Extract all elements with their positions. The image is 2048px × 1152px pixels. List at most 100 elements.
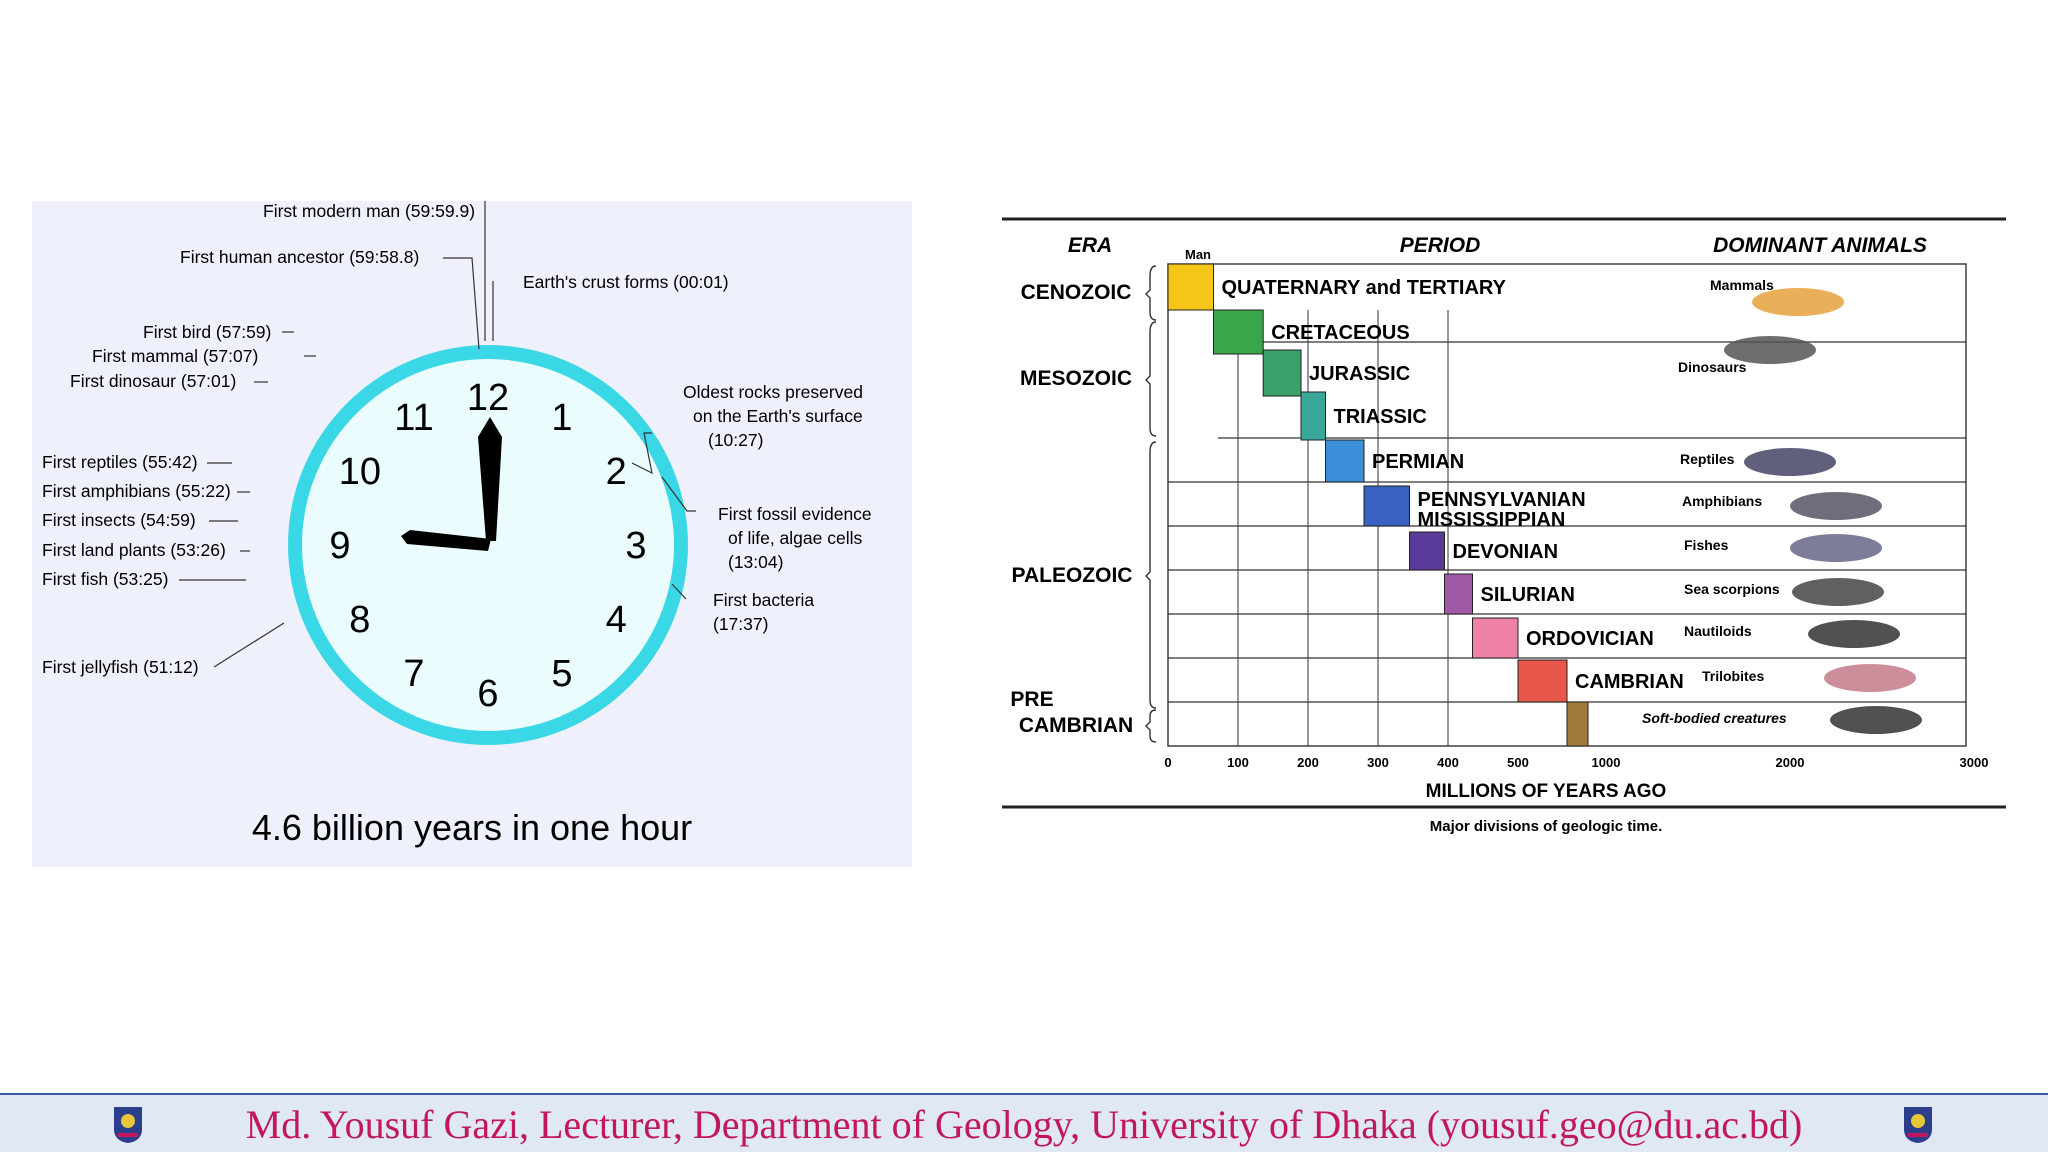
clock-numeral-5: 5: [551, 653, 572, 695]
animal-label-nautiloids: Nautiloids: [1684, 623, 1752, 639]
animal-silhouette: [1792, 578, 1884, 606]
event-first-reptiles: First reptiles (55:42): [42, 452, 198, 472]
geologic-clock-panel: 12 1 2 3 4 5 6 7 8 9 10 11 First modern man (59:59.…: [32, 201, 912, 867]
animal-label-soft-bodied-creatures: Soft-bodied creatures: [1642, 710, 1787, 726]
animal-silhouette: [1744, 448, 1836, 476]
footer-bar: Md. Yousuf Gazi, Lecturer, Department of…: [0, 1093, 2048, 1152]
period-bar-triassic: [1300, 391, 1326, 441]
university-seal-icon-right: [1904, 1107, 1932, 1143]
period-bar-cambrian: [1517, 659, 1568, 703]
clock-numeral-7: 7: [403, 653, 424, 695]
period-bar-precambrian: [1566, 701, 1589, 747]
period-label: SILURIAN: [1481, 584, 1575, 606]
axis-tick-1000: 1000: [1592, 755, 1621, 770]
clock-numeral-9: 9: [329, 525, 350, 567]
period-bar-silurian: [1444, 573, 1473, 615]
minute-hand: [478, 417, 502, 541]
axis-title: MILLIONS OF YEARS AGO: [1426, 781, 1667, 802]
axis-tick-2000: 2000: [1776, 755, 1805, 770]
period-bar-permian: [1325, 439, 1365, 483]
animal-silhouette: [1808, 620, 1900, 648]
clock-numeral-10: 10: [339, 451, 381, 493]
animal-label-amphibians: Amphibians: [1682, 493, 1762, 509]
event-leader-lines: [179, 201, 696, 668]
axis-tick-0: 0: [1164, 755, 1171, 770]
clock-numeral-12: 12: [467, 377, 509, 419]
period-bar-quaternary-and-tertiary: [1167, 263, 1214, 311]
first-fossil-line1: First fossil evidence: [718, 504, 872, 524]
period-label: PENNSYLVANIAN: [1418, 489, 1586, 511]
period-bar-ordovician: [1472, 617, 1519, 659]
animal-silhouette: [1790, 492, 1882, 520]
period-label: DEVONIAN: [1453, 541, 1559, 563]
period-label: ORDOVICIAN: [1526, 628, 1654, 650]
axis-tick-500: 500: [1507, 755, 1529, 770]
hour-hand: [401, 530, 491, 551]
era-labels: CENOZOIC MESOZOIC PALEOZOIC PRE CAMBRIAN: [1010, 281, 1133, 737]
geologic-time-chart-panel: ERA Man PERIOD DOMINANT ANIMALS CENOZOIC…: [998, 210, 2018, 850]
period-label: QUATERNARY and TERTIARY: [1222, 277, 1507, 299]
axis-ticks: 0 100 200 300 400 500 1000 2000 3000: [1164, 755, 1988, 770]
period-label: JURASSIC: [1309, 363, 1410, 385]
first-fossil-line2: of life, algae cells: [728, 528, 863, 548]
animal-silhouette: [1830, 706, 1922, 734]
event-first-bird: First bird (57:59): [143, 322, 272, 342]
era-cenozoic: CENOZOIC: [1021, 281, 1132, 304]
geologic-time-chart: ERA Man PERIOD DOMINANT ANIMALS CENOZOIC…: [1002, 217, 2006, 835]
clock-numeral-6: 6: [477, 673, 498, 715]
event-first-dinosaur: First dinosaur (57:01): [70, 371, 237, 391]
axis-tick-400: 400: [1437, 755, 1459, 770]
period-label: CRETACEOUS: [1271, 322, 1410, 344]
header-dominant-animals: DOMINANT ANIMALS: [1713, 234, 1927, 257]
axis-tick-300: 300: [1367, 755, 1389, 770]
clock-numeral-8: 8: [349, 599, 370, 641]
period-bar-pennsylvanian: [1363, 485, 1410, 527]
header-man: Man: [1185, 247, 1211, 262]
animal-label-dinosaurs: Dinosaurs: [1678, 359, 1747, 375]
event-first-jellyfish: First jellyfish (51:12): [42, 657, 199, 677]
clock-numerals: 12 12 3 45 6 78 9 10 11: [329, 377, 646, 715]
period-bar-jurassic: [1262, 349, 1302, 397]
oldest-rocks-line1: Oldest rocks preserved: [683, 382, 863, 402]
first-bacteria-time: (17:37): [713, 614, 769, 634]
clock-caption: 4.6 billion years in one hour: [251, 807, 693, 848]
animal-silhouette: [1790, 534, 1882, 562]
event-first-land-plants: First land plants (53:26): [42, 540, 226, 560]
event-first-fish: First fish (53:25): [42, 569, 169, 589]
event-first-amphibians: First amphibians (55:22): [42, 481, 231, 501]
chart-caption: Major divisions of geologic time.: [1430, 818, 1663, 835]
animal-silhouette: [1752, 288, 1844, 316]
animal-label-fishes: Fishes: [1684, 537, 1729, 553]
period-bars: QUATERNARY and TERTIARY CRETACEOUS JURASSI…: [1167, 263, 1684, 747]
clock-numeral-2: 2: [606, 451, 627, 493]
period-label: TRIASSIC: [1334, 406, 1427, 428]
header-era: ERA: [1068, 234, 1112, 257]
animal-labels: Mammals Dinosaurs Reptiles Amphibians Fishes…: [1642, 277, 1922, 734]
event-first-modern-man: First modern man (59:59.9): [263, 201, 476, 221]
event-first-human-ancestor: First human ancestor (59:58.8): [180, 247, 420, 267]
axis-tick-200: 200: [1297, 755, 1319, 770]
axis-tick-100: 100: [1227, 755, 1249, 770]
first-fossil-time: (13:04): [728, 552, 784, 572]
event-first-mammal: First mammal (57:07): [92, 346, 259, 366]
first-bacteria-line1: First bacteria: [713, 590, 815, 610]
period-bar-devonian: [1409, 531, 1445, 571]
footer-credit: Md. Yousuf Gazi, Lecturer, Department of…: [245, 1102, 1803, 1147]
geologic-clock-diagram: 12 12 3 45 6 78 9 10 11: [179, 201, 696, 745]
era-mesozoic: MESOZOIC: [1020, 367, 1132, 390]
era-cambrian: CAMBRIAN: [1019, 714, 1133, 737]
animal-silhouette: [1824, 664, 1916, 692]
era-braces: [1145, 265, 1157, 743]
animal-label-sea-scorpions: Sea scorpions: [1684, 581, 1780, 597]
period-label-2: MISSISSIPPIAN: [1418, 509, 1566, 531]
animal-silhouette: [1724, 336, 1816, 364]
period-label: CAMBRIAN: [1575, 671, 1684, 693]
animal-label-mammals: Mammals: [1710, 277, 1774, 293]
clock-numeral-3: 3: [625, 525, 646, 567]
animal-label-reptiles: Reptiles: [1680, 451, 1735, 467]
animal-label-trilobites: Trilobites: [1702, 668, 1764, 684]
clock-numeral-4: 4: [606, 599, 627, 641]
era-paleozoic: PALEOZOIC: [1012, 564, 1133, 587]
oldest-rocks-line2: on the Earth's surface: [693, 406, 863, 426]
clock-numeral-1: 1: [551, 397, 572, 439]
